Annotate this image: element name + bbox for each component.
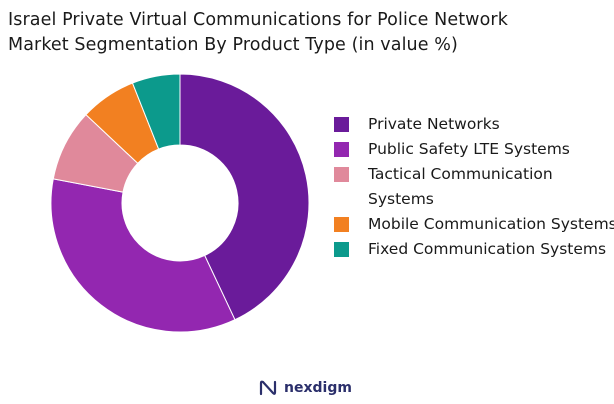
legend-item-mobile-communication-systems: Mobile Communication Systems [334, 212, 614, 237]
legend-swatch [334, 217, 349, 232]
legend-item-fixed-communication-systems: Fixed Communication Systems [334, 237, 614, 262]
legend-label: Public Safety LTE Systems [368, 140, 570, 158]
legend-label: Mobile Communication Systems [368, 215, 614, 233]
chart-legend: Private Networks Public Safety LTE System… [334, 112, 614, 262]
legend-swatch [334, 142, 349, 157]
legend-label: Tactical Communication Systems [368, 165, 553, 208]
legend-item-public-safety-lte-systems: Public Safety LTE Systems [334, 137, 614, 162]
donut-slice-fixed-communication-systems [131, 73, 181, 150]
legend-swatch [334, 117, 349, 132]
chart-title-line-2: Market Segmentation By Product Type (in … [8, 35, 458, 55]
chart-title-line-1: Israel Private Virtual Communications fo… [8, 10, 508, 30]
brand-name: nexdigm [284, 380, 352, 396]
legend-item-tactical-communication-systems: Tactical Communication Systems [334, 162, 614, 212]
donut-slices [50, 73, 310, 333]
legend-swatch [334, 242, 349, 257]
donut-slice-private-networks [179, 73, 310, 321]
legend-label: Fixed Communication Systems [368, 240, 607, 258]
nexdigm-logo-icon [259, 380, 277, 396]
brand-footer: nexdigm [258, 378, 352, 398]
chart-title: Israel Private Virtual Communications fo… [8, 8, 508, 58]
legend-label: Private Networks [368, 115, 500, 133]
donut-slice-public-safety-lte-systems [50, 178, 236, 333]
legend-swatch [334, 167, 349, 182]
legend-item-private-networks: Private Networks [334, 112, 614, 137]
